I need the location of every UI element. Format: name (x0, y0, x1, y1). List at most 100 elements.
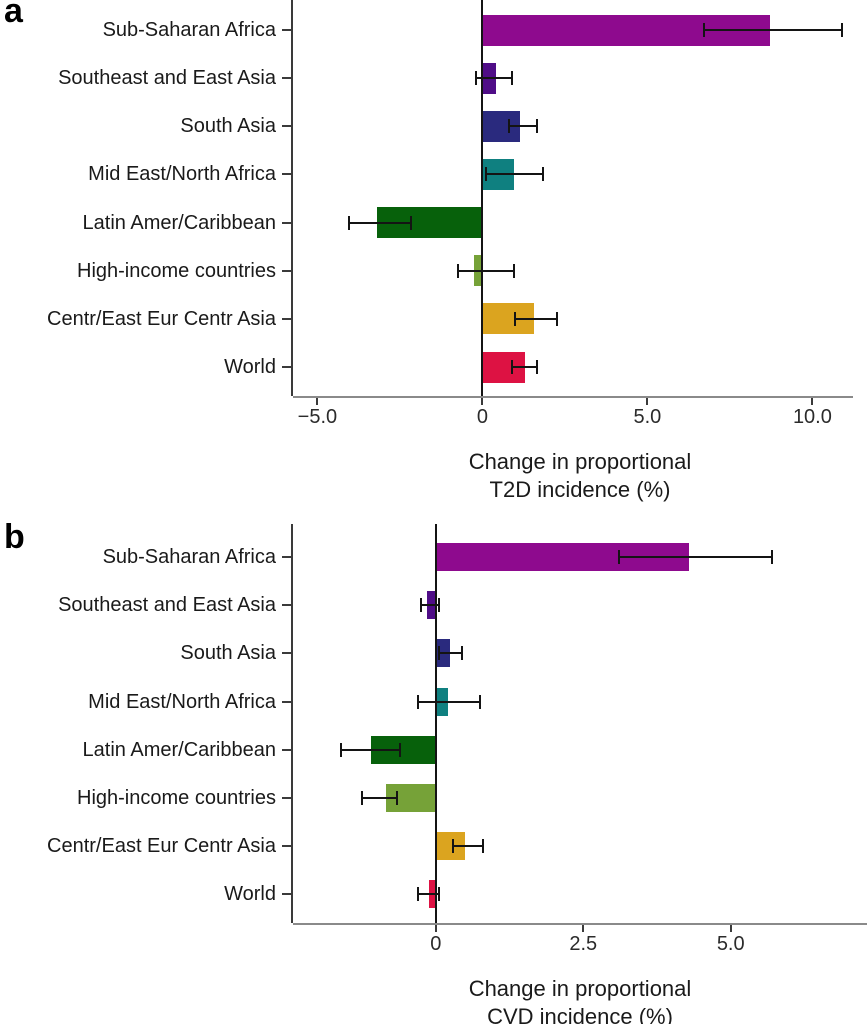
x-tick-label: 5.0 (716, 933, 745, 955)
x-tick-label: 0 (430, 933, 442, 955)
error-bar (618, 556, 772, 558)
error-bar-cap-right (410, 215, 413, 230)
error-bar (485, 173, 544, 176)
x-tick (434, 925, 437, 932)
error-bar-cap-right (771, 550, 774, 564)
category-label: Sub-Saharan Africa (102, 19, 276, 41)
x-tick (729, 925, 732, 932)
x-tick (582, 925, 585, 932)
error-bar-cap-right (535, 360, 538, 375)
error-bar-cap-left (484, 167, 487, 182)
category-label: Southeast and East Asia (58, 67, 276, 90)
error-bar-cap-left (417, 887, 420, 902)
error-bar-cap-right (481, 839, 484, 854)
x-tick-label: 2.5 (569, 933, 598, 955)
y-tick (282, 604, 291, 607)
category-label: World (224, 356, 276, 379)
category-label: Southeast and East Asia (58, 594, 276, 617)
error-bar (418, 700, 480, 703)
error-bar (362, 797, 398, 799)
x-tick (481, 398, 484, 405)
panel-a-letter: a (4, 0, 23, 30)
category-label: High-income countries (77, 787, 276, 809)
category-label: Centr/East Eur Centr Asia (47, 307, 276, 330)
error-bar (438, 652, 463, 655)
error-bar-cap-right (461, 646, 464, 661)
y-tick (282, 652, 291, 655)
x-tick-label: 10.0 (792, 406, 832, 428)
error-bar-cap-right (535, 119, 538, 134)
x-tick-label: 0 (476, 406, 488, 428)
x-axis-title-line: CVD incidence (%) (487, 1004, 673, 1024)
error-bar-cap-right (479, 694, 481, 709)
category-label: South Asia (180, 115, 276, 138)
y-tick (282, 317, 291, 320)
error-bar-cap-left (361, 791, 364, 805)
error-bar (418, 893, 439, 896)
error-bar-cap-right (396, 791, 399, 805)
category-label: Centr/East Eur Centr Asia (47, 835, 276, 858)
y-tick (282, 77, 291, 80)
error-bar (341, 748, 401, 751)
error-bar-cap-right (399, 742, 402, 757)
error-bar (512, 366, 537, 369)
error-bar (475, 77, 513, 80)
y-tick (282, 29, 291, 31)
error-bar-cap-right (555, 311, 558, 326)
category-label: Mid East/North Africa (88, 163, 276, 186)
error-bar-cap-left (514, 311, 517, 326)
x-tick (646, 398, 649, 405)
error-bar-cap-right (512, 263, 515, 278)
category-label: Mid East/North Africa (88, 690, 276, 713)
zero-line (481, 0, 484, 396)
error-bar-cap-left (347, 215, 350, 230)
y-tick (282, 748, 291, 751)
category-label: South Asia (180, 642, 276, 665)
y-tick (282, 845, 291, 848)
y-tick (282, 700, 291, 703)
category-label: Latin Amer/Caribbean (82, 738, 276, 761)
zero-line (434, 524, 437, 923)
x-tick-label: −5.0 (297, 406, 338, 428)
x-axis-title-line: T2D incidence (%) (489, 477, 671, 502)
x-axis-title-line: Change in proportional (468, 449, 692, 474)
x-axis-line (293, 396, 853, 398)
error-bar (348, 221, 412, 224)
y-axis-line (291, 0, 293, 396)
error-bar (508, 125, 537, 128)
error-bar-cap-left (417, 694, 420, 709)
y-tick (282, 125, 291, 128)
error-bar-cap-right (542, 167, 545, 182)
category-label: Sub-Saharan Africa (102, 546, 276, 568)
error-bar-cap-left (420, 598, 422, 613)
y-axis-line (291, 524, 293, 923)
y-tick (282, 893, 291, 896)
error-bar-cap-left (617, 550, 620, 564)
x-axis-line (293, 923, 867, 925)
error-bar-cap-left (437, 646, 440, 661)
y-tick (282, 221, 291, 224)
error-bar-cap-right (511, 71, 514, 86)
x-axis-title-line: Change in proportional (468, 976, 692, 1001)
error-bar-cap-left (702, 23, 705, 37)
y-tick (282, 556, 291, 558)
error-bar (421, 604, 439, 607)
error-bar-cap-right (841, 23, 844, 37)
x-tick (316, 398, 319, 405)
category-label: Latin Amer/Caribbean (82, 211, 276, 234)
error-bar (515, 317, 557, 320)
error-bar-cap-left (456, 263, 459, 278)
error-bar (457, 269, 514, 272)
y-tick (282, 366, 291, 369)
error-bar-cap-left (474, 71, 477, 86)
x-tick-label: 5.0 (633, 406, 662, 428)
category-label: World (224, 883, 276, 906)
error-bar-cap-right (437, 598, 440, 613)
panel-b-letter: b (4, 518, 25, 556)
x-tick (811, 398, 814, 405)
category-label: High-income countries (77, 259, 276, 282)
error-bar-cap-right (437, 887, 440, 902)
y-tick (282, 797, 291, 799)
error-bar-cap-left (452, 839, 455, 854)
